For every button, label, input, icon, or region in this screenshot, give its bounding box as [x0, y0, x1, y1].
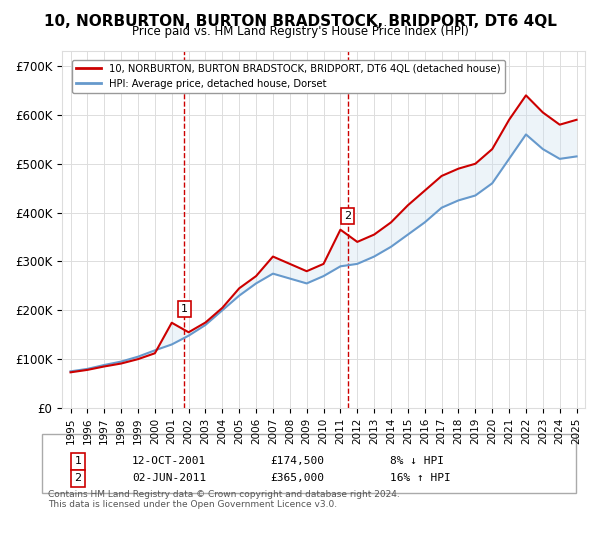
Text: 16% ↑ HPI: 16% ↑ HPI — [390, 473, 451, 483]
Text: 2: 2 — [74, 473, 82, 483]
Text: £174,500: £174,500 — [270, 456, 324, 466]
Text: 8% ↓ HPI: 8% ↓ HPI — [390, 456, 444, 466]
Legend: 10, NORBURTON, BURTON BRADSTOCK, BRIDPORT, DT6 4QL (detached house), HPI: Averag: 10, NORBURTON, BURTON BRADSTOCK, BRIDPOR… — [73, 60, 505, 93]
Text: 1: 1 — [181, 304, 188, 314]
Text: Contains HM Land Registry data © Crown copyright and database right 2024.
This d: Contains HM Land Registry data © Crown c… — [48, 490, 400, 510]
Text: 2: 2 — [344, 211, 351, 221]
Text: Price paid vs. HM Land Registry's House Price Index (HPI): Price paid vs. HM Land Registry's House … — [131, 25, 469, 38]
Text: 12-OCT-2001: 12-OCT-2001 — [132, 456, 206, 466]
Text: 1: 1 — [74, 456, 82, 466]
Text: 02-JUN-2011: 02-JUN-2011 — [132, 473, 206, 483]
Text: £365,000: £365,000 — [270, 473, 324, 483]
Text: 10, NORBURTON, BURTON BRADSTOCK, BRIDPORT, DT6 4QL: 10, NORBURTON, BURTON BRADSTOCK, BRIDPOR… — [44, 14, 556, 29]
